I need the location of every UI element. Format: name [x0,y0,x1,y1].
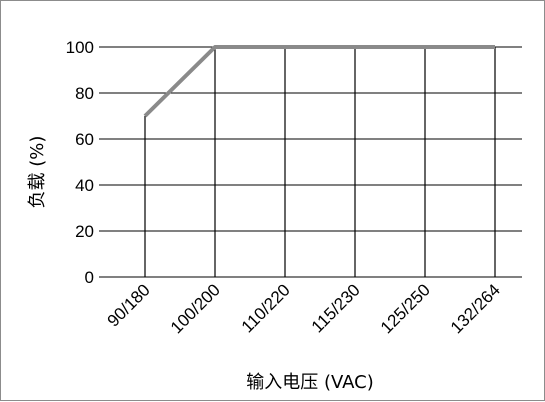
y-tick-label: 100 [66,38,94,57]
x-tick-label: 125/250 [377,280,434,337]
x-tick-label: 115/230 [308,280,364,336]
y-tick-label: 0 [85,268,94,287]
grid [99,46,522,278]
x-tick-label: 132/264 [447,280,504,337]
x-tick-label: 100/200 [167,280,224,337]
y-tick-label: 80 [75,84,94,103]
y-tick-label: 40 [75,176,94,195]
y-tick-label: 20 [75,222,94,241]
load-series-line [143,45,495,118]
y-axis-label: 负载 (%) [27,136,48,209]
x-tick-label: 110/220 [238,280,294,336]
x-tick-label: 90/180 [104,280,154,330]
x-axis-label: 输入电压 (VAC) [246,372,374,393]
x-tick-labels: 90/180 100/200 110/220 115/230 125/250 132/26… [104,280,504,337]
y-tick-labels: 0 20 40 60 80 100 [66,38,94,287]
series-lines [143,45,495,118]
y-tick-label: 60 [75,130,94,149]
